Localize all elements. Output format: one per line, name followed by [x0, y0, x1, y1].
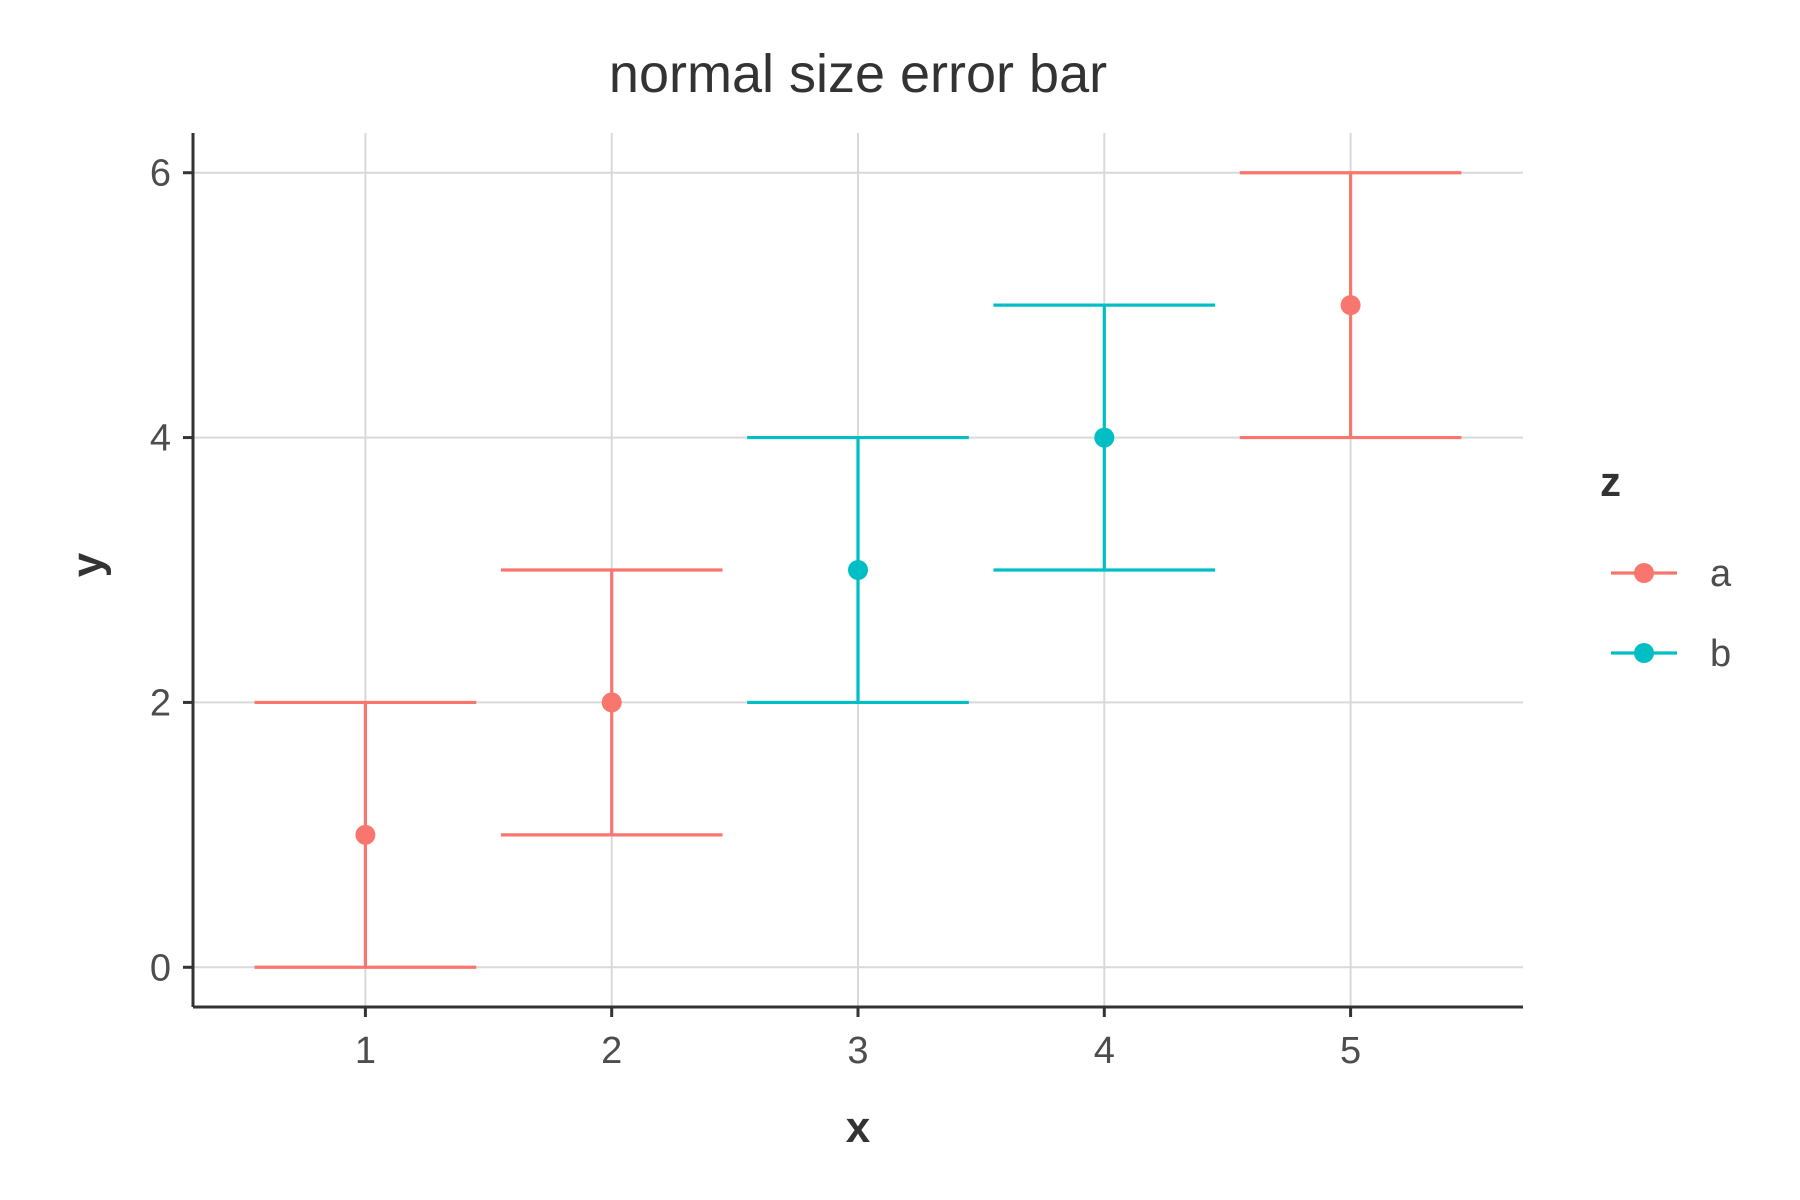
y-axis-title: y — [63, 552, 112, 577]
data-point-b — [1094, 427, 1115, 448]
errorbar-a — [254, 700, 477, 969]
y-tick-label: 0 — [150, 947, 171, 989]
x-tick-label: 1 — [355, 1030, 376, 1072]
chart-title: normal size error bar — [609, 44, 1107, 104]
data-layer — [254, 171, 1462, 969]
legend: z ab — [1600, 458, 1732, 675]
axes: 1 2 3 4 5 0 2 4 6 — [150, 133, 1523, 1072]
errorbar-b — [747, 435, 969, 705]
x-tick-label: 5 — [1340, 1030, 1361, 1072]
y-tick-label: 6 — [150, 153, 171, 195]
legend-label-b: b — [1710, 633, 1731, 675]
errorbar-b — [993, 303, 1216, 572]
data-point-a — [1340, 295, 1361, 316]
y-tick-label: 4 — [150, 418, 171, 460]
legend-key-point — [1634, 563, 1654, 583]
legend-title: z — [1600, 458, 1621, 505]
x-tick-label: 2 — [601, 1030, 622, 1072]
legend-key-b — [1611, 643, 1677, 663]
x-axis-title: x — [846, 1103, 871, 1152]
x-tick-label: 3 — [847, 1030, 868, 1072]
errorbar-a — [1239, 171, 1462, 440]
x-tick-label: 4 — [1094, 1030, 1115, 1072]
legend-key-point — [1634, 643, 1654, 663]
errorbar-a — [500, 568, 723, 837]
data-point-a — [355, 824, 376, 845]
y-tick-label: 2 — [150, 682, 171, 724]
data-point-a — [601, 692, 622, 713]
data-point-b — [848, 560, 868, 580]
legend-key-a — [1611, 563, 1677, 583]
legend-label-a: a — [1710, 553, 1732, 595]
